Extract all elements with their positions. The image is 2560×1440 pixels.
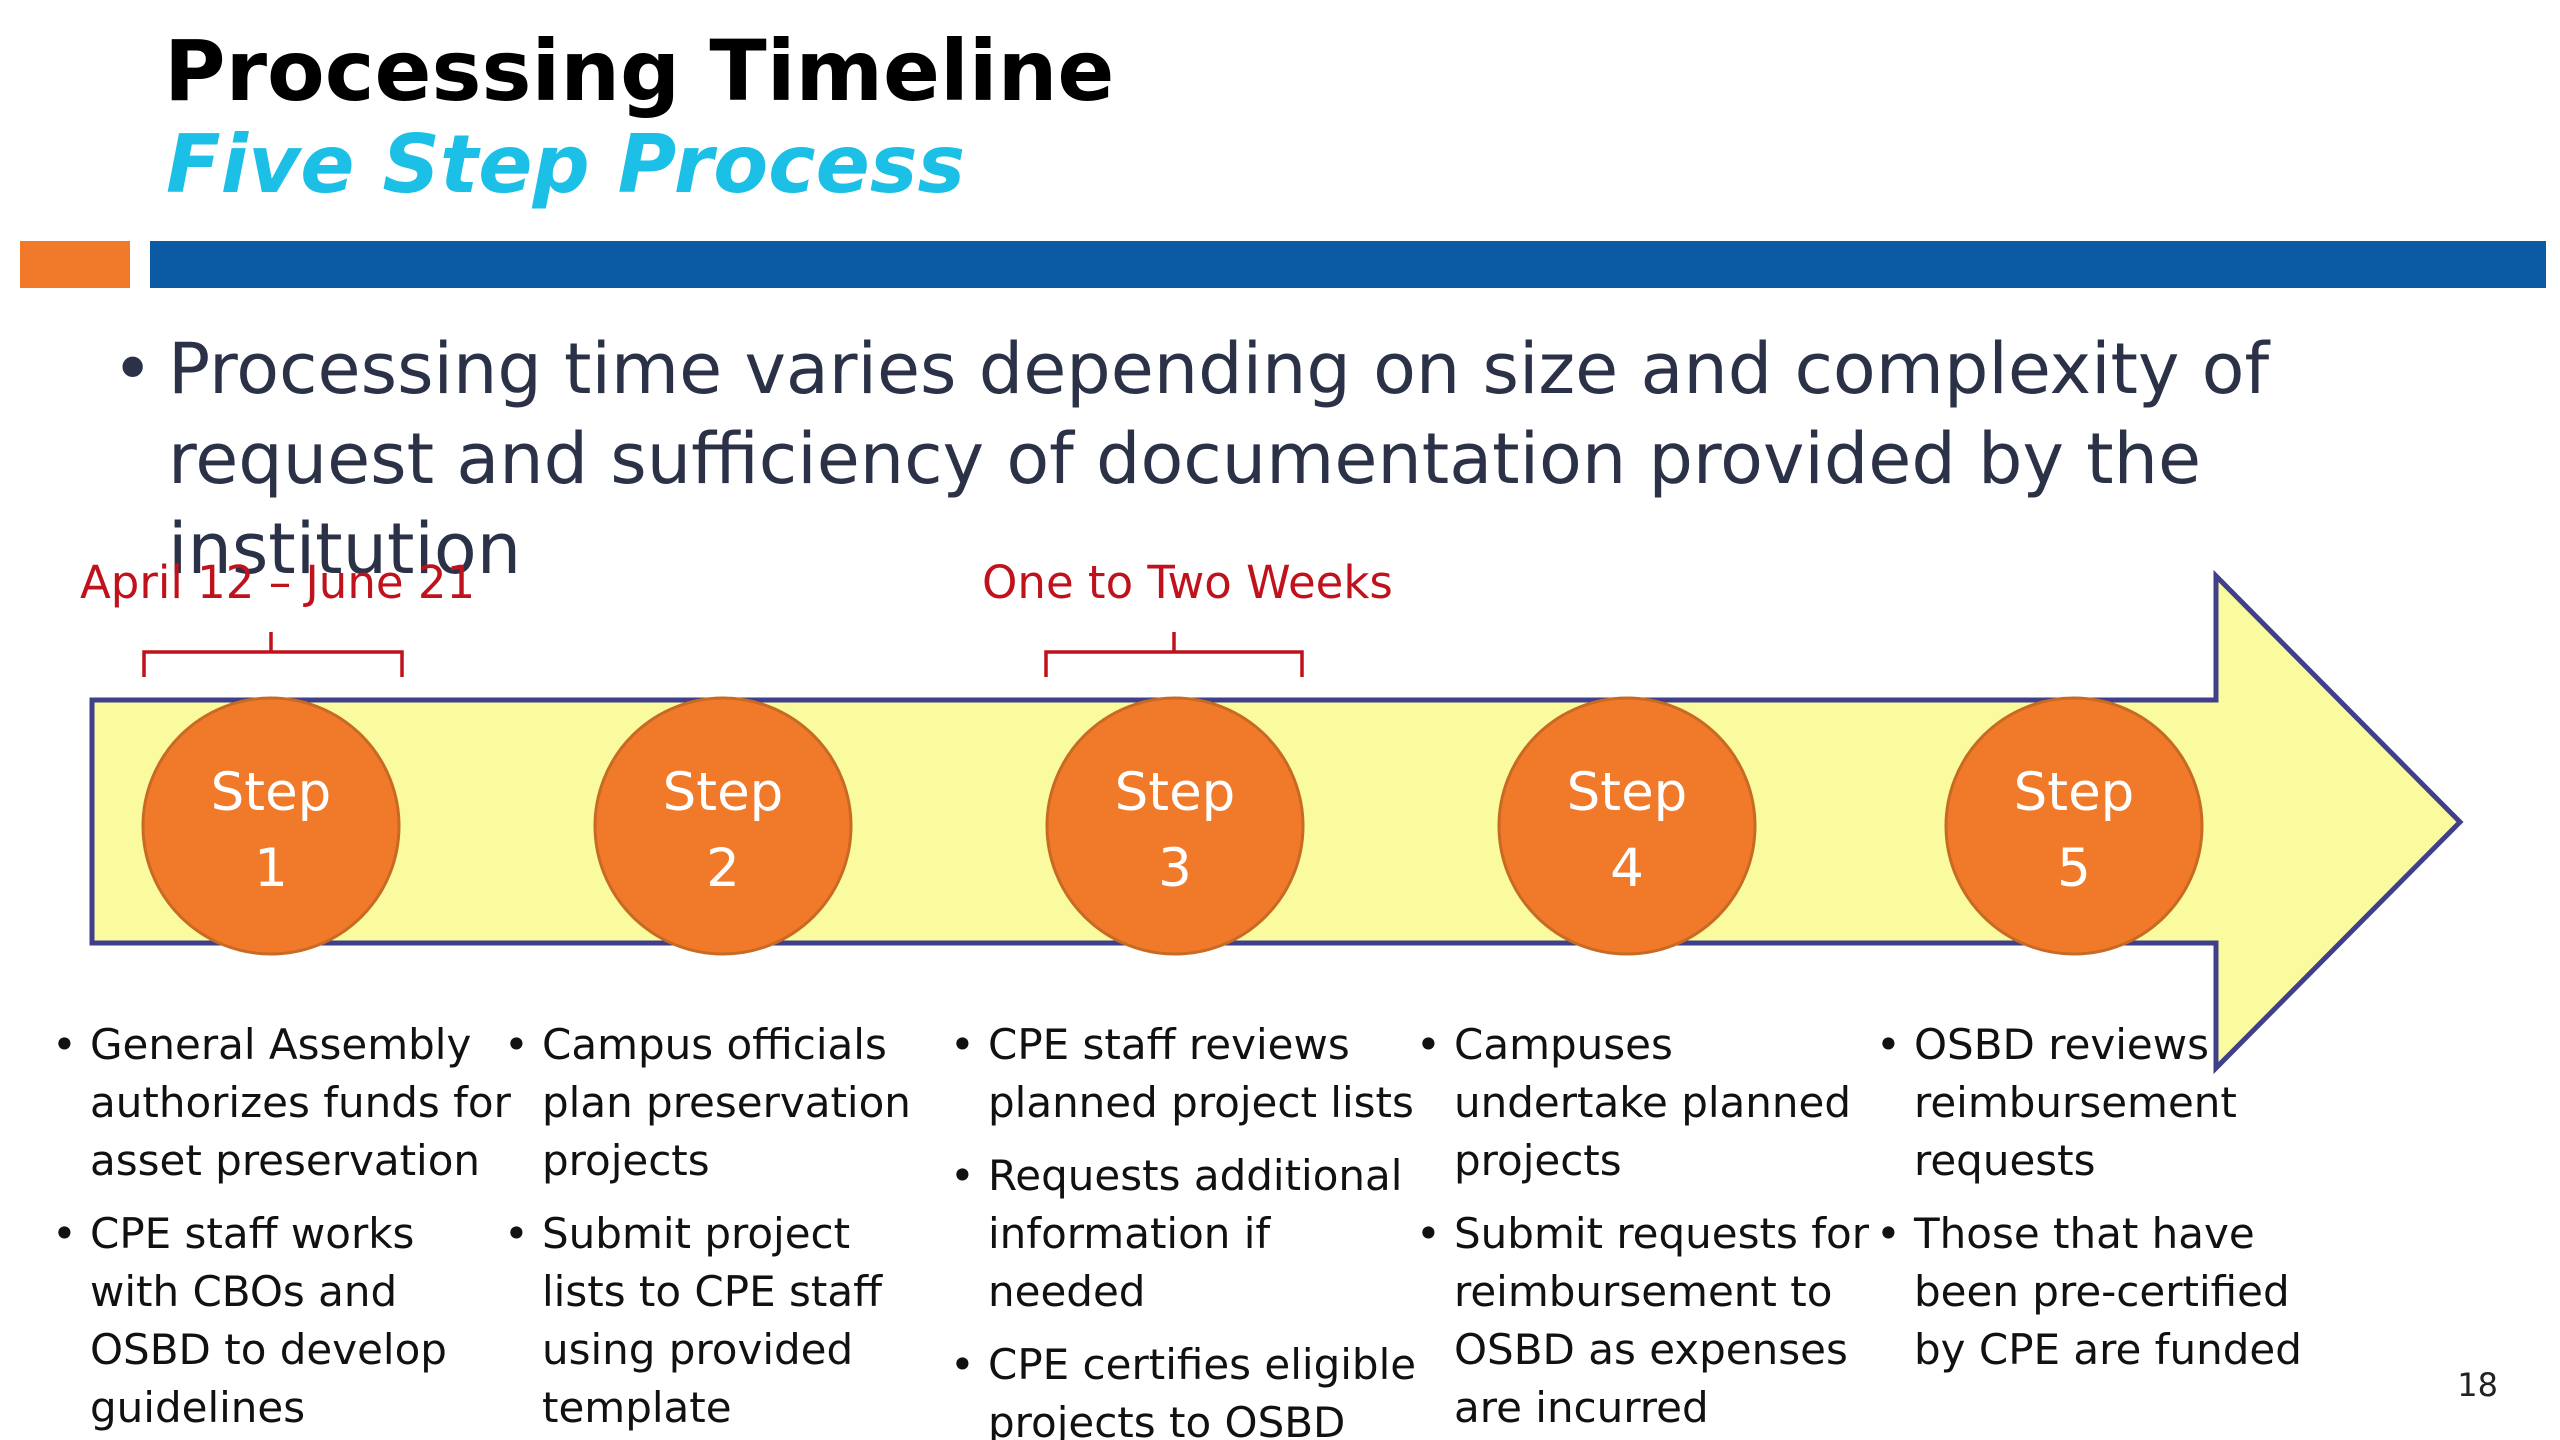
bracket-label-2: One to Two Weeks (982, 556, 1393, 609)
bullet-icon: • (112, 328, 154, 410)
step-5-description: OSBD reviews reimbursement requests Thos… (1876, 1016, 2306, 1394)
list-item: Submit requests for reimbursement to OSB… (1416, 1205, 1876, 1437)
slide-subtitle: Five Step Process (166, 118, 966, 211)
step-word: Step (2014, 762, 2135, 823)
list-item: General Assembly authorizes funds for as… (52, 1016, 512, 1190)
step-circle (141, 696, 401, 956)
bracket-1 (142, 632, 404, 677)
list-item: Those that have been pre-certified by CP… (1876, 1205, 2306, 1379)
step-1: Step 1 (141, 696, 401, 956)
accent-bar-blue (150, 241, 2546, 288)
page-number: 18 (2457, 1366, 2498, 1404)
step-circle (593, 696, 853, 956)
bracket-2 (1044, 632, 1304, 677)
step-2: Step 2 (593, 696, 853, 956)
list-item: OSBD reviews reimbursement requests (1876, 1016, 2306, 1190)
list-item: Submit project lists to CPE staff using … (504, 1205, 944, 1437)
step-circle (1944, 696, 2204, 956)
slide-title: Processing Timeline (164, 22, 1115, 120)
step-3-description: CPE staff reviews planned project lists … (950, 1016, 1420, 1440)
step-4: Step 4 (1497, 696, 1757, 956)
list-item: CPE certifies eligible projects to OSBD (950, 1336, 1420, 1440)
step-word: Step (663, 762, 784, 823)
step-word: Step (211, 762, 332, 823)
step-1-description: General Assembly authorizes funds for as… (52, 1016, 512, 1440)
step-word: Step (1115, 762, 1236, 823)
list-item: CPE staff reviews planned project lists (950, 1016, 1420, 1132)
list-item: Campus officials plan preservation proje… (504, 1016, 944, 1190)
step-number: 4 (1610, 838, 1644, 899)
step-number: 5 (2057, 838, 2091, 899)
intro-text: Processing time varies depending on size… (168, 328, 2270, 590)
step-number: 2 (706, 838, 740, 899)
step-2-description: Campus officials plan preservation proje… (504, 1016, 944, 1440)
list-item: Campuses undertake planned projects (1416, 1016, 1876, 1190)
step-3: Step 3 (1045, 696, 1305, 956)
accent-bar-orange (20, 241, 130, 288)
list-item: CPE staff works with CBOs and OSBD to de… (52, 1205, 512, 1437)
step-number: 3 (1158, 838, 1192, 899)
step-word: Step (1567, 762, 1688, 823)
intro-bullet: • Processing time varies depending on si… (112, 324, 2492, 594)
step-number: 1 (254, 838, 288, 899)
step-circle (1497, 696, 1757, 956)
step-4-description: Campuses undertake planned projects Subm… (1416, 1016, 1876, 1440)
step-5: Step 5 (1944, 696, 2204, 956)
bracket-label-1: April 12 – June 21 (80, 556, 476, 609)
step-circle (1045, 696, 1305, 956)
list-item: Requests additional information if neede… (950, 1147, 1420, 1321)
